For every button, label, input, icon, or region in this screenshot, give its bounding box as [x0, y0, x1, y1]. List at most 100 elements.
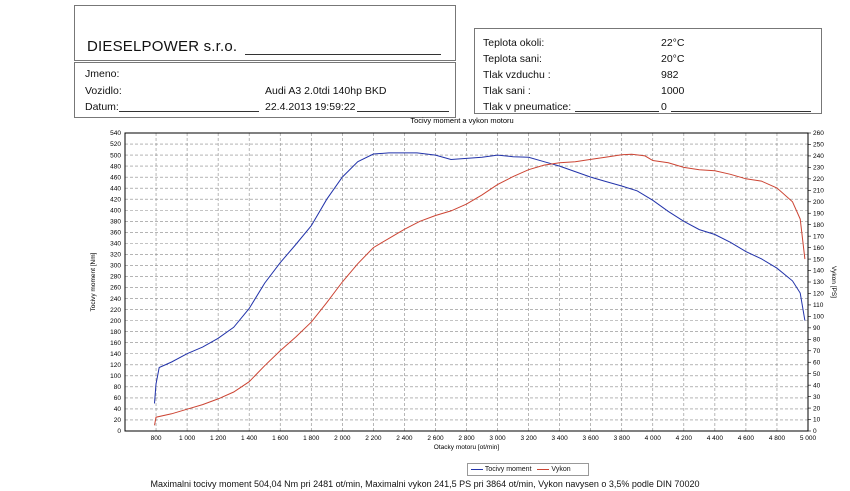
- plot-frame: [124, 132, 809, 432]
- x-axis-label: Otacky motoru [ot/min]: [434, 444, 500, 451]
- vehicle-info-box: Jmeno: Vozidlo: Audi A3 2.0tdi 140hp BKD…: [74, 62, 456, 118]
- y-right-tick-label: 210: [813, 188, 824, 195]
- x-tick-label: 1 200: [210, 435, 227, 442]
- y-left-tick-label: 80: [114, 384, 122, 391]
- legend-swatch-torque: [471, 468, 483, 470]
- legend-label-torque: Tocivy moment: [484, 466, 532, 473]
- y-left-tick-label: 480: [110, 163, 121, 170]
- ambient-temp-label: Teplota okoli:: [483, 37, 545, 49]
- y-right-tick-label: 240: [813, 153, 824, 160]
- y-left-tick-label: 120: [110, 362, 121, 369]
- y-left-tick-label: 160: [110, 340, 121, 347]
- y-left-tick-label: 280: [110, 274, 121, 281]
- company-underline: [245, 54, 441, 55]
- x-tick-label: 3 000: [489, 435, 506, 442]
- legend-label-power: Vykon: [551, 466, 571, 473]
- y-left-tick-label: 260: [110, 285, 121, 292]
- axis-ticks: 800 1 000 1 200 1 400 1 600 1 800 2 000 2 200 2 …: [110, 130, 824, 442]
- y-left-tick-label: 360: [110, 230, 121, 237]
- air-pressure-value: 982: [661, 69, 679, 81]
- y-right-tick-label: 40: [813, 382, 821, 389]
- y-right-tick-label: 80: [813, 337, 821, 344]
- y-right-tick-label: 30: [813, 394, 821, 401]
- ambient-temp-value: 22°C: [661, 37, 685, 49]
- x-tick-label: 4 200: [676, 435, 693, 442]
- tire-underline-right: [671, 111, 811, 112]
- y-left-tick-label: 220: [110, 307, 121, 314]
- chart-title: Tocivy moment a vykon motoru: [410, 116, 513, 125]
- intake-pressure-label: Tlak sani :: [483, 85, 531, 97]
- y-left-tick-label: 540: [110, 130, 121, 137]
- x-tick-label: 1 000: [179, 435, 196, 442]
- y-left-tick-label: 520: [110, 141, 121, 148]
- legend: Tocivy moment Vykon: [467, 463, 589, 476]
- company-name: DIESELPOWER s.r.o.: [87, 38, 238, 55]
- y-right-tick-label: 130: [813, 279, 824, 286]
- legend-swatch-power: [537, 468, 550, 470]
- y-right-tick-label: 70: [813, 348, 821, 355]
- y-left-tick-label: 340: [110, 241, 121, 248]
- y-right-tick-label: 190: [813, 210, 824, 217]
- y-left-tick-label: 140: [110, 351, 121, 358]
- x-tick-label: 4 000: [645, 435, 662, 442]
- x-tick-label: 2 000: [334, 435, 351, 442]
- y-axis-right-label: Vykon [PS]: [830, 266, 837, 298]
- x-tick-label: 1 800: [303, 435, 320, 442]
- date-underline-left: [119, 111, 259, 112]
- y-right-tick-label: 90: [813, 325, 821, 332]
- torque-line: [154, 152, 806, 404]
- intake-temp-label: Teplota sani:: [483, 53, 542, 65]
- y-left-tick-label: 380: [110, 218, 121, 225]
- y-left-tick-label: 200: [110, 318, 121, 325]
- x-tick-label: 3 400: [551, 435, 568, 442]
- y-axis-left-label: Tocivy moment [Nm]: [90, 252, 97, 311]
- y-right-tick-label: 100: [813, 314, 824, 321]
- y-right-tick-label: 120: [813, 291, 824, 298]
- tire-pressure-value: 0: [661, 101, 667, 113]
- x-tick-label: 2 800: [458, 435, 475, 442]
- date-label: Datum:: [85, 101, 119, 113]
- x-tick-label: 4 600: [738, 435, 755, 442]
- y-right-tick-label: 260: [813, 130, 824, 137]
- y-right-tick-label: 230: [813, 165, 824, 172]
- y-right-tick-label: 150: [813, 256, 824, 263]
- y-right-tick-label: 140: [813, 268, 824, 275]
- x-tick-label: 2 600: [427, 435, 444, 442]
- tire-pressure-label: Tlak v pneumatice:: [483, 101, 572, 113]
- y-right-tick-label: 50: [813, 371, 821, 378]
- y-right-tick-label: 250: [813, 142, 824, 149]
- y-left-tick-label: 240: [110, 296, 121, 303]
- intake-pressure-value: 1000: [661, 85, 685, 97]
- y-left-tick-label: 500: [110, 152, 121, 159]
- x-tick-label: 4 400: [707, 435, 724, 442]
- power-line: [154, 153, 806, 426]
- x-tick-label: 5 000: [800, 435, 817, 442]
- tire-underline-left: [575, 111, 659, 112]
- name-label: Jmeno:: [85, 68, 120, 80]
- date-value: 22.4.2013 19:59:22: [265, 101, 356, 113]
- y-left-tick-label: 100: [110, 373, 121, 380]
- company-box: DIESELPOWER s.r.o.: [74, 5, 456, 61]
- y-right-tick-label: 20: [813, 405, 821, 412]
- y-right-tick-label: 10: [813, 417, 821, 424]
- y-left-tick-label: 60: [114, 395, 122, 402]
- y-left-tick-label: 20: [114, 417, 122, 424]
- x-tick-label: 3 600: [583, 435, 600, 442]
- x-tick-label: 1 600: [272, 435, 289, 442]
- x-tick-label: 1 400: [241, 435, 258, 442]
- y-left-tick-label: 400: [110, 207, 121, 214]
- series-layer: [154, 152, 806, 426]
- y-right-tick-label: 200: [813, 199, 824, 206]
- y-left-tick-label: 440: [110, 185, 121, 192]
- y-right-tick-label: 110: [813, 302, 824, 309]
- y-left-tick-label: 40: [114, 406, 122, 413]
- air-pressure-label: Tlak vzduchu :: [483, 69, 551, 81]
- date-underline-right: [357, 111, 449, 112]
- y-left-tick-label: 180: [110, 329, 121, 336]
- summary-text: Maximalni tocivy moment 504,04 Nm pri 24…: [150, 479, 700, 489]
- y-right-tick-label: 60: [813, 359, 821, 366]
- x-tick-label: 800: [151, 435, 162, 442]
- vehicle-label: Vozidlo:: [85, 85, 122, 97]
- y-right-tick-label: 180: [813, 222, 824, 229]
- y-left-tick-label: 420: [110, 196, 121, 203]
